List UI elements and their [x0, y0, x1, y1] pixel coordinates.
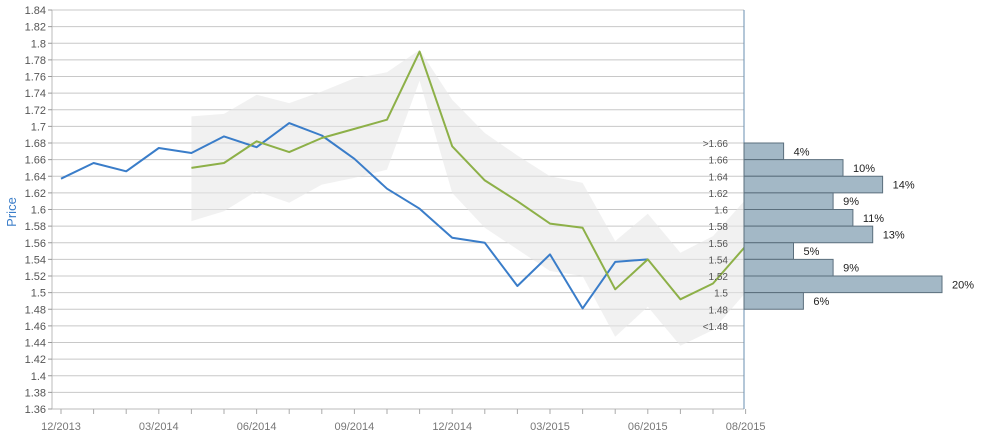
y-tick-label: 1.48 — [25, 304, 46, 316]
histogram-bar — [743, 159, 844, 177]
y-tick-label: 1.82 — [25, 22, 46, 34]
series-line-2 — [191, 50, 747, 301]
y-tick-label: 1.6 — [31, 205, 46, 217]
x-tick-label: 03/2014 — [139, 421, 179, 433]
forecast-band-area — [191, 49, 746, 346]
histogram-bin-label: 1.58 — [709, 222, 729, 233]
x-tick-label: 06/2015 — [628, 421, 668, 433]
histogram-bin-label: 1.48 — [709, 305, 729, 316]
y-tick-label: 1.74 — [25, 88, 46, 100]
y-tick-label: 1.42 — [25, 354, 46, 366]
y-tick-label: 1.68 — [25, 138, 46, 150]
histogram-percent-label: 13% — [883, 229, 905, 241]
y-tick-label: 1.78 — [25, 55, 46, 67]
y-tick-label: 1.58 — [25, 221, 46, 233]
histogram-percent-label: 10% — [853, 163, 875, 175]
distribution-histogram: 4% >1.66 10% 1.66 14% 1.64 9% 1.62 11% 1.6 13% 1.58… — [703, 139, 975, 333]
histogram-bar — [743, 142, 785, 161]
histogram-bin-label: 1.6 — [714, 206, 728, 217]
histogram-bin-label: 1.62 — [709, 189, 729, 200]
histogram-percent-label: 5% — [804, 246, 820, 258]
y-tick-label: 1.62 — [25, 188, 46, 200]
y-tick-label: 1.46 — [25, 321, 46, 333]
y-tick-label: 1.84 — [25, 5, 46, 17]
histogram-bar — [743, 192, 834, 210]
y-tick-label: 1.8 — [31, 38, 46, 50]
y-tick-label: 1.36 — [25, 404, 46, 416]
x-tick-label: 12/2014 — [432, 421, 472, 433]
histogram-bar — [743, 275, 943, 294]
y-axis-ticks: 1.36 1.38 1.4 1.42 1.44 1.46 1.48 1.5 1.52 1.54 1.… — [25, 5, 52, 416]
histogram-bin-label: <1.48 — [703, 322, 729, 333]
x-tick-label: 06/2014 — [237, 421, 277, 433]
histogram-bin-label: 1.5 — [714, 289, 728, 300]
histogram-bar — [743, 292, 804, 310]
histogram-bin-label: 1.52 — [709, 272, 729, 283]
y-tick-label: 1.4 — [31, 371, 46, 383]
forecast-band — [191, 49, 746, 346]
histogram-percent-label: 14% — [893, 180, 915, 192]
y-tick-label: 1.52 — [25, 271, 46, 283]
y-tick-label: 1.66 — [25, 155, 46, 167]
series-line-1 — [60, 122, 648, 310]
x-tick-label: 12/2013 — [41, 421, 81, 433]
x-tick-label: 03/2015 — [530, 421, 570, 433]
histogram-bin-label: 1.56 — [709, 239, 729, 250]
x-axis-ticks: 12/2013 03/2014 06/2014 09/2014 12/2014 03/20… — [41, 409, 765, 433]
y-tick-label: 1.5 — [31, 288, 46, 300]
y-tick-label: 1.7 — [31, 121, 46, 133]
y-tick-label: 1.64 — [25, 171, 46, 183]
histogram-bar — [743, 209, 854, 227]
histogram-percent-label: 20% — [952, 279, 974, 291]
x-tick-label: 08/2015 — [726, 421, 766, 433]
y-axis-label: Price — [4, 197, 19, 227]
histogram-bar — [743, 225, 874, 244]
y-tick-label: 1.56 — [25, 238, 46, 250]
histogram-percent-label: 9% — [843, 263, 859, 275]
histogram-bar — [743, 242, 794, 260]
histogram-bar — [743, 175, 884, 194]
y-tick-label: 1.54 — [25, 254, 46, 266]
histogram-percent-label: 6% — [813, 296, 829, 308]
histogram-bin-label: 1.64 — [709, 172, 729, 183]
histogram-percent-label: 11% — [863, 213, 884, 225]
y-tick-label: 1.38 — [25, 387, 46, 399]
y-tick-label: 1.44 — [25, 338, 46, 350]
histogram-bin-label: 1.54 — [709, 255, 729, 266]
histogram-percent-label: 9% — [843, 196, 859, 208]
histogram-percent-label: 4% — [794, 146, 810, 158]
series-lines — [60, 50, 747, 310]
histogram-bin-label: >1.66 — [703, 139, 729, 150]
histogram-bar — [743, 258, 834, 277]
y-tick-label: 1.76 — [25, 72, 46, 84]
y-tick-label: 1.72 — [25, 105, 46, 117]
x-tick-label: 09/2014 — [335, 421, 375, 433]
histogram-bin-label: 1.66 — [709, 156, 729, 167]
